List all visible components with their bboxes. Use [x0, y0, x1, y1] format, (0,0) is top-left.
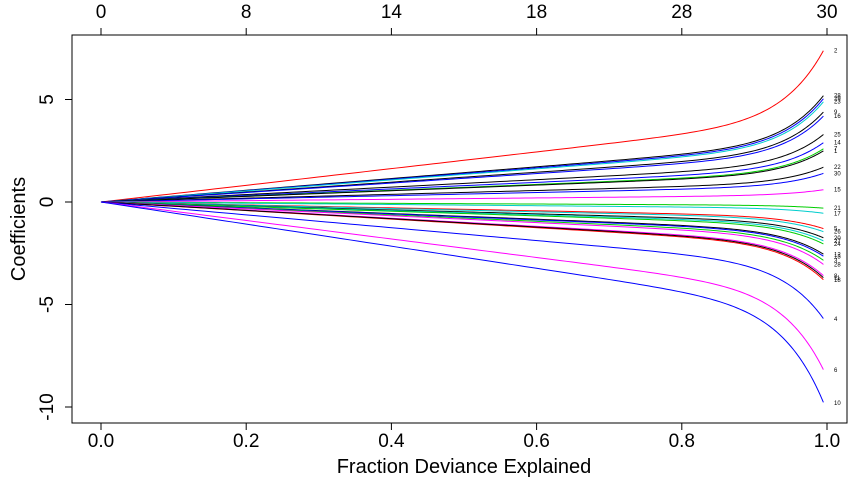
- coefficient-path-13: [100, 201, 824, 257]
- y-tick-label: -10: [37, 393, 58, 420]
- top-tick-label: 30: [816, 2, 837, 23]
- coefficient-path-11: [100, 201, 824, 279]
- coefficient-path-23: [100, 101, 824, 203]
- series-end-label: 22: [834, 165, 841, 171]
- series-end-label: 11: [834, 276, 841, 282]
- coefficient-path-28: [100, 95, 824, 203]
- series-end-label: 30: [834, 171, 841, 177]
- coefficient-path-9: [100, 111, 824, 203]
- top-tick-label: 0: [96, 2, 107, 23]
- series-end-label: 6: [834, 368, 838, 374]
- coefficient-path-28: [100, 201, 824, 265]
- coefficient-path-26: [100, 201, 824, 233]
- top-tick-label: 8: [241, 2, 252, 23]
- x-tick-label: 0.6: [523, 431, 549, 452]
- series-end-label: 12: [834, 252, 841, 258]
- top-tick-label: 14: [381, 2, 403, 23]
- y-tick-label: -5: [37, 296, 58, 313]
- series-end-label: 10: [834, 401, 841, 407]
- x-axis-top: 0 8 14 18 28 30: [96, 2, 838, 36]
- coefficient-path-14: [100, 142, 824, 203]
- series-end-label: 5: [834, 227, 838, 233]
- series-end-label: 29: [834, 97, 841, 103]
- x-axis-bottom: 0.0 0.2 0.4 0.6 0.8 1.0: [88, 422, 840, 452]
- coefficient-path-16: [100, 115, 824, 203]
- coefficient-path-17: [100, 201, 824, 214]
- x-tick-label: 0.4: [378, 431, 405, 452]
- coefficient-path-15: [100, 189, 824, 203]
- series-end-label: 9: [834, 110, 838, 116]
- series-end-label: 26: [834, 230, 841, 236]
- coefficient-path-25: [100, 134, 824, 203]
- y-tick-label: 5: [37, 94, 58, 105]
- x-axis-title: Fraction Deviance Explained: [337, 456, 592, 478]
- coefficient-path-20: [100, 201, 824, 239]
- x-tick-label: 0.2: [233, 431, 259, 452]
- series-end-label: 7: [834, 147, 838, 153]
- series-end-label: 21: [834, 206, 841, 212]
- coefficient-path-27: [100, 201, 824, 242]
- coefficient-path-30: [100, 172, 824, 203]
- coefficient-paths: [100, 50, 824, 403]
- series-end-labels: 2282923916251471223015211752620272412133…: [834, 48, 841, 407]
- y-tick-label: 0: [37, 197, 58, 208]
- top-tick-label: 18: [526, 2, 547, 23]
- coefficient-path-4: [100, 201, 824, 319]
- series-end-label: 3: [834, 258, 838, 264]
- series-end-label: 27: [834, 239, 841, 245]
- coefficient-path-22: [100, 166, 824, 203]
- series-end-label: 2: [834, 48, 838, 54]
- top-tick-label: 28: [671, 2, 692, 23]
- series-end-label: 24: [834, 242, 841, 248]
- series-end-label: 16: [834, 114, 841, 120]
- series-end-label: 23: [834, 100, 841, 106]
- coefficient-path-1: [100, 150, 824, 203]
- series-end-label: 28: [834, 93, 841, 99]
- series-end-label: 8: [834, 274, 838, 280]
- coefficient-path-5: [100, 201, 824, 230]
- series-end-label: 14: [834, 141, 841, 147]
- series-end-label: 20: [834, 236, 841, 242]
- series-end-label: 15: [834, 188, 841, 194]
- y-axis-title: Coefficients: [8, 177, 30, 281]
- x-tick-label: 1.0: [814, 431, 840, 452]
- series-end-label: 17: [834, 211, 841, 217]
- series-end-label: 18: [834, 278, 841, 284]
- coefficient-path-24: [100, 201, 824, 245]
- x-tick-label: 0.0: [88, 431, 114, 452]
- series-end-label: 4: [834, 317, 838, 323]
- coefficient-path-6: [100, 201, 824, 370]
- coefficient-path-29: [100, 98, 824, 203]
- series-end-label: 1: [834, 149, 838, 155]
- series-end-label: 13: [834, 254, 841, 260]
- x-tick-label: 0.8: [669, 431, 695, 452]
- coefficient-path-2: [100, 50, 824, 203]
- coefficient-path-3: [100, 201, 824, 261]
- coefficient-path-10: [100, 201, 824, 403]
- coefficient-path-21: [100, 201, 824, 209]
- series-end-label: 28: [834, 263, 841, 269]
- y-axis-left: -10 -5 0 5: [37, 94, 73, 421]
- series-end-label: 25: [834, 132, 841, 138]
